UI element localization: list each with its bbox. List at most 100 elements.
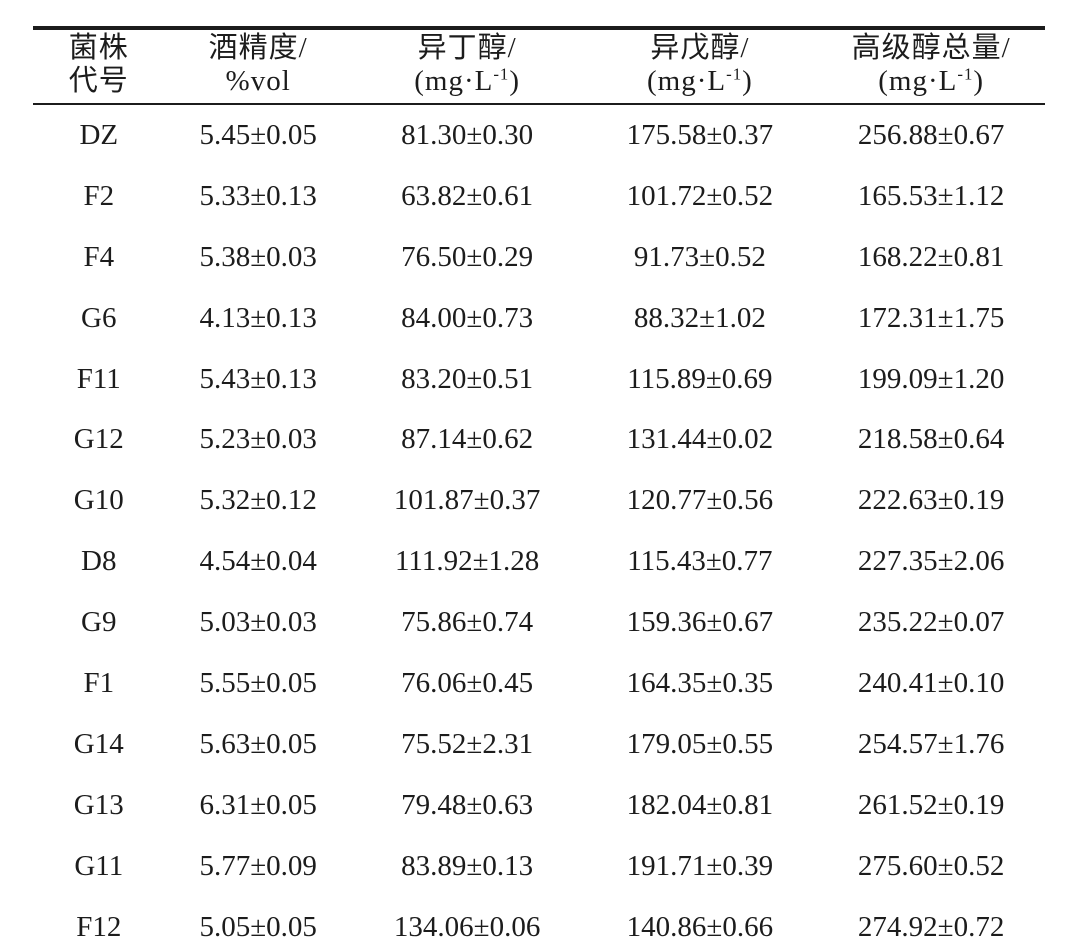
cell-isobutanol: 134.06±0.06 xyxy=(393,910,541,943)
col-header-isoamyl: 异戊醇/ (mg·L-1) xyxy=(583,28,818,104)
table-row: G6 4.13±0.13 84.00±0.73 88.32±1.02 172.31±1.… xyxy=(33,288,1045,349)
header-strain-line2: 代号 xyxy=(68,65,129,97)
unit-prefix: (mg·L xyxy=(878,65,958,97)
cell-isoamyl-alcohol: 175.58±0.37 xyxy=(626,118,774,151)
cell-alcohol-content: 4.54±0.04 xyxy=(199,545,317,578)
cell-isobutanol: 111.92±1.28 xyxy=(395,545,540,578)
cell-isobutanol: 75.86±0.74 xyxy=(401,606,534,639)
table-row: F12 5.05±0.05 134.06±0.06 140.86±0.66 274.92… xyxy=(33,897,1045,946)
cell-total-higher-alcohols: 256.88±0.67 xyxy=(857,118,1005,151)
cell-alcohol-content: 4.13±0.13 xyxy=(199,301,317,334)
header-isobutanol-label: 异丁醇/ xyxy=(417,32,517,64)
unit-exponent: -1 xyxy=(726,64,743,84)
col-header-isobutanol: 异丁醇/ (mg·L-1) xyxy=(352,28,583,104)
cell-total-higher-alcohols: 168.22±0.81 xyxy=(857,240,1005,273)
header-row: 菌株 代号 酒精度/ %vol 异丁醇/ (mg·L-1) 异戊醇/ (mg·L… xyxy=(33,28,1045,104)
cell-strain-code: G13 xyxy=(73,788,124,821)
table-header: 菌株 代号 酒精度/ %vol 异丁醇/ (mg·L-1) 异戊醇/ (mg·L… xyxy=(33,28,1045,104)
cell-isobutanol: 76.06±0.45 xyxy=(401,666,534,699)
cell-isoamyl-alcohol: 88.32±1.02 xyxy=(633,301,766,334)
cell-isoamyl-alcohol: 191.71±0.39 xyxy=(626,849,774,882)
cell-total-higher-alcohols: 227.35±2.06 xyxy=(857,545,1005,578)
cell-total-higher-alcohols: 172.31±1.75 xyxy=(857,301,1005,334)
cell-alcohol-content: 5.55±0.05 xyxy=(199,666,317,699)
unit-prefix: (mg·L xyxy=(414,65,494,97)
cell-isobutanol: 79.48±0.63 xyxy=(401,788,534,821)
cell-isoamyl-alcohol: 164.35±0.35 xyxy=(626,666,774,699)
cell-strain-code: G10 xyxy=(73,484,124,517)
unit-suffix: ) xyxy=(509,65,521,97)
cell-strain-code: D8 xyxy=(81,545,117,578)
header-isobutanol-unit: (mg·L-1) xyxy=(352,65,583,98)
table-row: F4 5.38±0.03 76.50±0.29 91.73±0.52 168.22±0.… xyxy=(33,227,1045,288)
cell-strain-code: G9 xyxy=(81,606,117,639)
cell-total-higher-alcohols: 274.92±0.72 xyxy=(857,910,1005,943)
table-row: F2 5.33±0.13 63.82±0.61 101.72±0.52 165.53±1… xyxy=(33,166,1045,227)
table-row: G9 5.03±0.03 75.86±0.74 159.36±0.67 235.22±0… xyxy=(33,592,1045,653)
cell-alcohol-content: 5.05±0.05 xyxy=(199,910,317,943)
cell-alcohol-content: 5.32±0.12 xyxy=(199,484,317,517)
cell-strain-code: F11 xyxy=(76,362,121,395)
table-row: DZ 5.45±0.05 81.30±0.30 175.58±0.37 256.88±0… xyxy=(33,104,1045,166)
cell-isobutanol: 83.20±0.51 xyxy=(401,362,534,395)
cell-strain-code: G6 xyxy=(81,301,117,334)
cell-isoamyl-alcohol: 101.72±0.52 xyxy=(626,179,774,212)
cell-alcohol-content: 5.33±0.13 xyxy=(199,179,317,212)
cell-isoamyl-alcohol: 115.43±0.77 xyxy=(627,545,773,578)
header-alcohol-line1: 酒精度/ xyxy=(208,32,308,64)
header-total-label: 高级醇总量/ xyxy=(851,32,1011,64)
cell-alcohol-content: 6.31±0.05 xyxy=(199,788,317,821)
cell-strain-code: G14 xyxy=(73,727,124,760)
cell-isobutanol: 101.87±0.37 xyxy=(393,484,541,517)
cell-alcohol-content: 5.03±0.03 xyxy=(199,606,317,639)
cell-isobutanol: 63.82±0.61 xyxy=(401,179,534,212)
cell-isobutanol: 87.14±0.62 xyxy=(401,423,534,456)
cell-total-higher-alcohols: 240.41±0.10 xyxy=(857,666,1005,699)
header-total-unit: (mg·L-1) xyxy=(817,65,1045,98)
cell-total-higher-alcohols: 165.53±1.12 xyxy=(857,179,1005,212)
cell-isobutanol: 81.30±0.30 xyxy=(401,118,534,151)
cell-isoamyl-alcohol: 131.44±0.02 xyxy=(626,423,774,456)
cell-strain-code: G12 xyxy=(73,423,124,456)
table-body: DZ 5.45±0.05 81.30±0.30 175.58±0.37 256.88±0… xyxy=(33,104,1045,946)
cell-total-higher-alcohols: 222.63±0.19 xyxy=(857,484,1005,517)
cell-isoamyl-alcohol: 120.77±0.56 xyxy=(626,484,774,517)
col-header-alcohol: 酒精度/ %vol xyxy=(165,28,352,104)
table-row: G11 5.77±0.09 83.89±0.13 191.71±0.39 275.60±… xyxy=(33,836,1045,897)
strain-higher-alcohol-table: 菌株 代号 酒精度/ %vol 异丁醇/ (mg·L-1) 异戊醇/ (mg·L… xyxy=(33,26,1045,946)
cell-isoamyl-alcohol: 182.04±0.81 xyxy=(626,788,774,821)
cell-isobutanol: 84.00±0.73 xyxy=(401,301,534,334)
cell-isobutanol: 76.50±0.29 xyxy=(401,240,534,273)
cell-alcohol-content: 5.63±0.05 xyxy=(199,727,317,760)
cell-strain-code: F1 xyxy=(83,666,115,699)
cell-alcohol-content: 5.38±0.03 xyxy=(199,240,317,273)
cell-total-higher-alcohols: 254.57±1.76 xyxy=(857,727,1005,760)
cell-isoamyl-alcohol: 140.86±0.66 xyxy=(626,910,774,943)
table-row: F1 5.55±0.05 76.06±0.45 164.35±0.35 240.41±0… xyxy=(33,653,1045,714)
table-row: G10 5.32±0.12 101.87±0.37 120.77±0.56 222.63… xyxy=(33,470,1045,531)
unit-exponent: -1 xyxy=(493,64,510,84)
cell-total-higher-alcohols: 261.52±0.19 xyxy=(857,788,1005,821)
cell-isoamyl-alcohol: 159.36±0.67 xyxy=(626,606,774,639)
table-row: G13 6.31±0.05 79.48±0.63 182.04±0.81 261.52±… xyxy=(33,775,1045,836)
cell-total-higher-alcohols: 275.60±0.52 xyxy=(857,849,1005,882)
header-strain-line1: 菌株 xyxy=(68,32,129,64)
cell-strain-code: G11 xyxy=(74,849,124,882)
cell-alcohol-content: 5.43±0.13 xyxy=(199,362,317,395)
cell-alcohol-content: 5.77±0.09 xyxy=(199,849,317,882)
unit-exponent: -1 xyxy=(957,64,974,84)
cell-isobutanol: 75.52±2.31 xyxy=(401,727,534,760)
cell-alcohol-content: 5.23±0.03 xyxy=(199,423,317,456)
table-row: G14 5.63±0.05 75.52±2.31 179.05±0.55 254.57±… xyxy=(33,714,1045,775)
table-row: G12 5.23±0.03 87.14±0.62 131.44±0.02 218.58±… xyxy=(33,409,1045,470)
header-isoamyl-label: 异戊醇/ xyxy=(650,32,750,64)
cell-alcohol-content: 5.45±0.05 xyxy=(199,118,317,151)
col-header-total-higher-alcohols: 高级醇总量/ (mg·L-1) xyxy=(817,28,1045,104)
cell-strain-code: F12 xyxy=(76,910,122,943)
unit-suffix: ) xyxy=(973,65,985,97)
cell-total-higher-alcohols: 218.58±0.64 xyxy=(857,423,1005,456)
header-alcohol-line2: %vol xyxy=(225,65,291,97)
unit-suffix: ) xyxy=(742,65,753,97)
table-row: D8 4.54±0.04 111.92±1.28 115.43±0.77 227.35±… xyxy=(33,531,1045,592)
